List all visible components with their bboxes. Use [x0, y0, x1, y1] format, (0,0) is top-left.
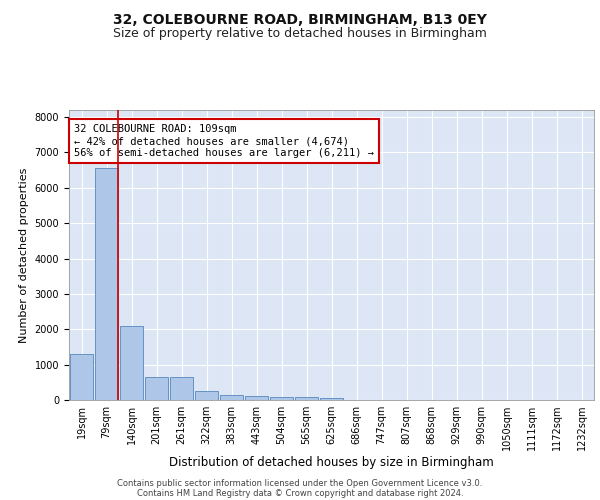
- Bar: [70, 354, 93, 400]
- Bar: [245, 396, 268, 400]
- Bar: [320, 398, 343, 400]
- Bar: [195, 391, 218, 400]
- Y-axis label: Number of detached properties: Number of detached properties: [19, 168, 29, 342]
- Text: Contains public sector information licensed under the Open Government Licence v3: Contains public sector information licen…: [118, 478, 482, 488]
- Bar: [170, 377, 193, 400]
- Bar: [145, 377, 168, 400]
- Bar: [270, 397, 293, 400]
- Bar: [95, 168, 118, 400]
- Bar: [220, 395, 243, 400]
- Bar: [295, 397, 318, 400]
- X-axis label: Distribution of detached houses by size in Birmingham: Distribution of detached houses by size …: [169, 456, 494, 469]
- Text: 32 COLEBOURNE ROAD: 109sqm
← 42% of detached houses are smaller (4,674)
56% of s: 32 COLEBOURNE ROAD: 109sqm ← 42% of deta…: [74, 124, 374, 158]
- Text: Contains HM Land Registry data © Crown copyright and database right 2024.: Contains HM Land Registry data © Crown c…: [137, 488, 463, 498]
- Bar: [120, 326, 143, 400]
- Text: 32, COLEBOURNE ROAD, BIRMINGHAM, B13 0EY: 32, COLEBOURNE ROAD, BIRMINGHAM, B13 0EY: [113, 12, 487, 26]
- Text: Size of property relative to detached houses in Birmingham: Size of property relative to detached ho…: [113, 28, 487, 40]
